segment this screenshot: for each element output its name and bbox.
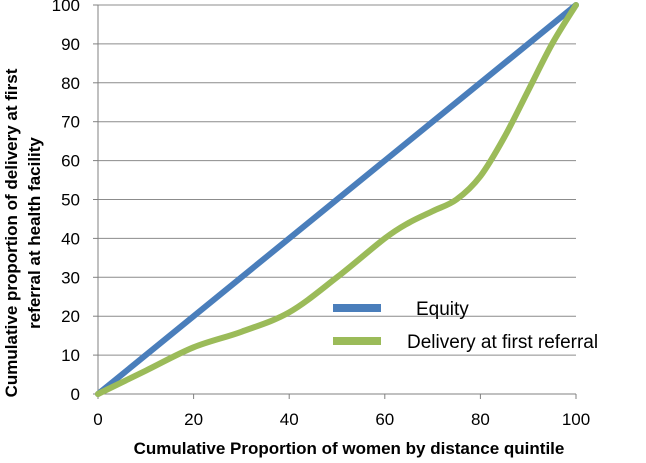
y-tick-label-10: 10	[61, 346, 80, 365]
y-axis-label-line-2: referral at health facility	[25, 137, 44, 329]
legend: Equity Delivery at first referral	[333, 299, 598, 353]
y-tick-label-60: 60	[61, 152, 80, 171]
y-tick-label-30: 30	[61, 268, 80, 287]
y-tick-labels: 0 10 20 30 40 50 60 70 80 90 100	[52, 0, 98, 404]
series-line-1	[95, 2, 579, 397]
x-tick-label-100: 100	[562, 410, 590, 429]
gridlines	[98, 4, 576, 356]
y-tick-label-70: 70	[61, 113, 80, 132]
x-tick-label-80: 80	[471, 410, 490, 429]
y-tick-label-90: 90	[61, 35, 80, 54]
legend-label-0: Equity	[416, 299, 469, 320]
x-axis-label: Cumulative Proportion of women by distan…	[134, 439, 565, 458]
x-tick-label-40: 40	[280, 410, 299, 429]
y-tick-label-50: 50	[61, 191, 80, 210]
x-tick-label-0: 0	[93, 410, 102, 429]
y-tick-label-0: 0	[71, 385, 80, 404]
y-tick-label-80: 80	[61, 74, 80, 93]
series-line-0	[95, 2, 579, 397]
y-tick-label-40: 40	[61, 229, 80, 248]
x-tick-labels: 0 20 40 60 80 100	[93, 394, 590, 429]
y-tick-label-100: 100	[52, 0, 80, 15]
series-lines	[95, 2, 579, 397]
x-tick-label-60: 60	[375, 410, 394, 429]
legend-label-1: Delivery at first referral	[407, 332, 598, 353]
x-tick-label-20: 20	[184, 410, 203, 429]
y-tick-label-20: 20	[61, 307, 80, 326]
y-axis-label-line-1: Cumulative proportion of delivery at fir…	[2, 68, 21, 397]
